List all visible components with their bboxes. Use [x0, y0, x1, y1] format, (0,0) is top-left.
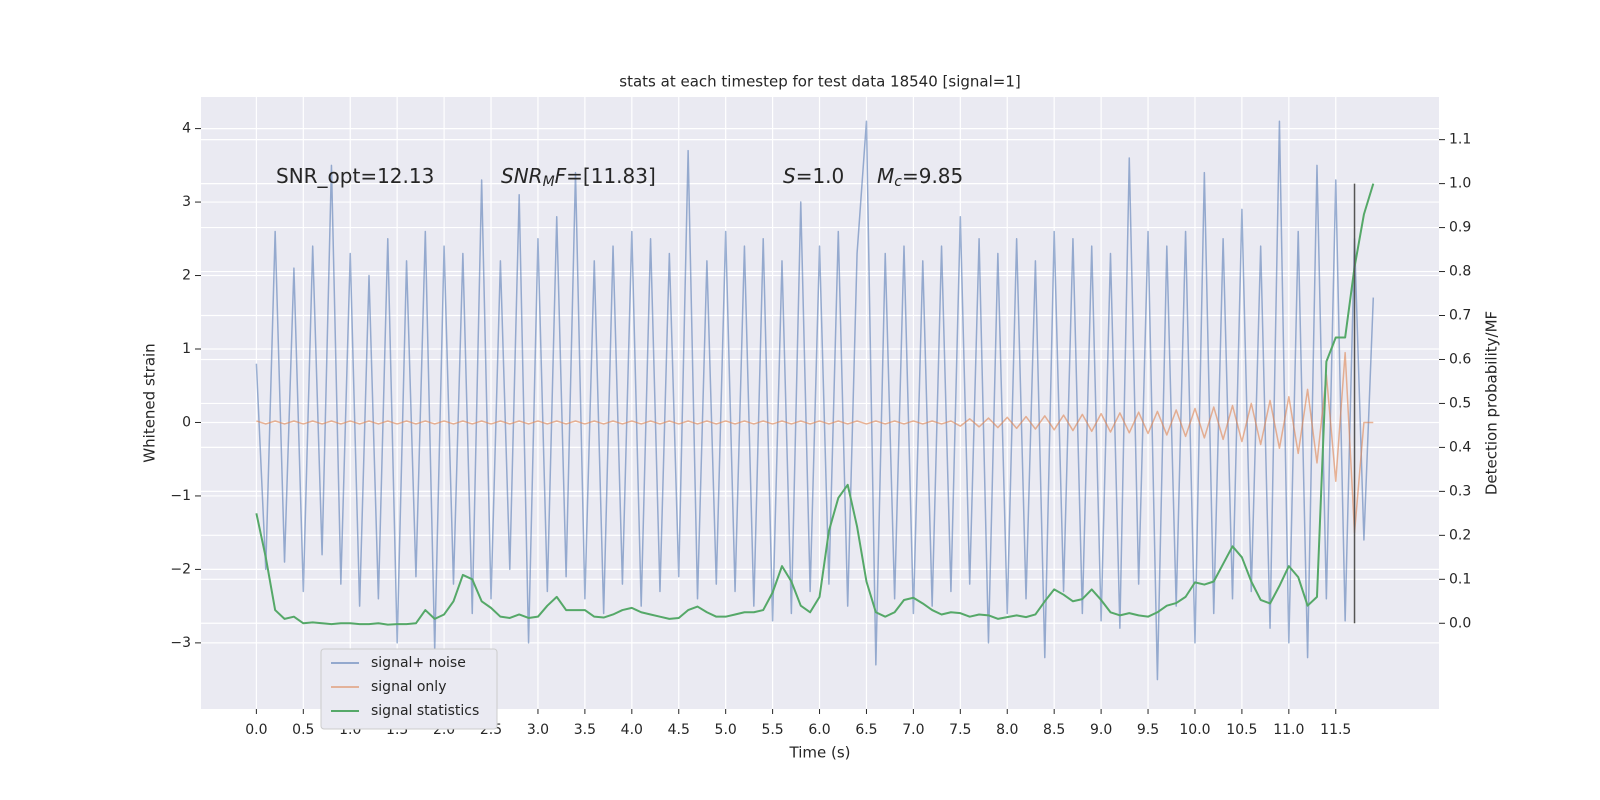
y-tick-label: −2	[170, 561, 191, 577]
annotation: S=1.0	[783, 164, 844, 188]
y2-tick-label: 0.9	[1449, 220, 1471, 236]
y-tick-label: 1	[182, 341, 191, 357]
annotation: Mc=9.85	[877, 164, 963, 191]
y-tick-label: 3	[182, 194, 191, 210]
y2-tick-label: 0.5	[1449, 395, 1471, 411]
annotation-part: F	[555, 164, 567, 188]
x-tick-label: 7.5	[949, 722, 971, 738]
marks	[255, 120, 1375, 681]
annotation-part: =9.85	[902, 164, 963, 188]
x-tick-label: 4.0	[621, 722, 643, 738]
annotation: SNR_opt=12.13	[276, 164, 434, 188]
y2-tick-label: 0.8	[1449, 264, 1471, 280]
y-tick-label: −1	[170, 488, 191, 504]
x-tick-label: 0.0	[245, 722, 267, 738]
x-tick-label: 6.0	[808, 722, 830, 738]
x-tick-label: 10.0	[1179, 722, 1210, 738]
x-tick-label: 10.5	[1226, 722, 1257, 738]
x-tick-label: 4.5	[668, 722, 690, 738]
x-tick-label: 7.0	[902, 722, 924, 738]
chart-title: stats at each timestep for test data 185…	[619, 73, 1020, 91]
y2-tick-label: 0.0	[1449, 615, 1471, 631]
annotation: SNRMF=[11.83]	[501, 164, 656, 191]
legend-label: signal only	[371, 679, 446, 695]
x-axis-label: Time (s)	[789, 744, 851, 762]
y2-tick-label: 0.7	[1449, 308, 1471, 324]
y-axis-label: Whitened strain	[141, 343, 159, 462]
legend-box	[320, 648, 498, 730]
x-tick-label: 5.0	[715, 722, 737, 738]
y2-tick-label: 0.1	[1449, 571, 1471, 587]
y-tick-label: 2	[182, 268, 191, 284]
x-tick-label: 8.0	[996, 722, 1018, 738]
x-tick-label: 3.5	[574, 722, 596, 738]
annotation-part: M	[877, 164, 894, 188]
x-tick-label: 8.5	[1043, 722, 1065, 738]
annotation-part: c	[894, 174, 902, 190]
x-tick-label: 5.5	[761, 722, 783, 738]
annotation-part: SNR	[501, 164, 543, 188]
series-line	[255, 183, 1375, 626]
y2-tick-label: 0.4	[1449, 439, 1471, 455]
y2-tick-label: 0.6	[1449, 351, 1471, 367]
legend-label: signal statistics	[371, 703, 479, 719]
labels: 0.0 0.5 1.0 1.5 2.0 2.5 3.0 3.5 4.0 4.5 5.0 5.5 6.0 6…	[170, 121, 1471, 738]
y-tick-label: 4	[182, 121, 191, 137]
y2-tick-label: 1.0	[1449, 176, 1471, 192]
y-tick-label: −3	[170, 635, 191, 651]
y2-axis-label: Detection probability/MF	[1483, 311, 1501, 495]
annotation-part: M	[543, 174, 555, 190]
y2-tick-label: 0.3	[1449, 483, 1471, 499]
y-tick-label: 0	[182, 414, 191, 430]
x-tick-label: 0.5	[292, 722, 314, 738]
series-line	[256, 351, 1374, 534]
y2-tick-label: 1.1	[1449, 132, 1471, 148]
x-tick-label: 11.0	[1273, 722, 1304, 738]
legend-label: signal+ noise	[371, 655, 466, 671]
x-tick-label: 9.5	[1137, 722, 1159, 738]
x-tick-label: 11.5	[1320, 722, 1351, 738]
y2-tick-label: 0.2	[1449, 527, 1471, 543]
annotation-part: =1.0	[796, 164, 845, 188]
x-tick-label: 3.0	[527, 722, 549, 738]
series-line	[255, 120, 1375, 681]
annotation-part: S	[783, 164, 796, 188]
annotation-part: =[11.83]	[566, 164, 656, 188]
x-tick-label: 6.5	[855, 722, 877, 738]
x-tick-label: 9.0	[1090, 722, 1112, 738]
annotation-part: SNR_opt=12.13	[276, 164, 434, 188]
